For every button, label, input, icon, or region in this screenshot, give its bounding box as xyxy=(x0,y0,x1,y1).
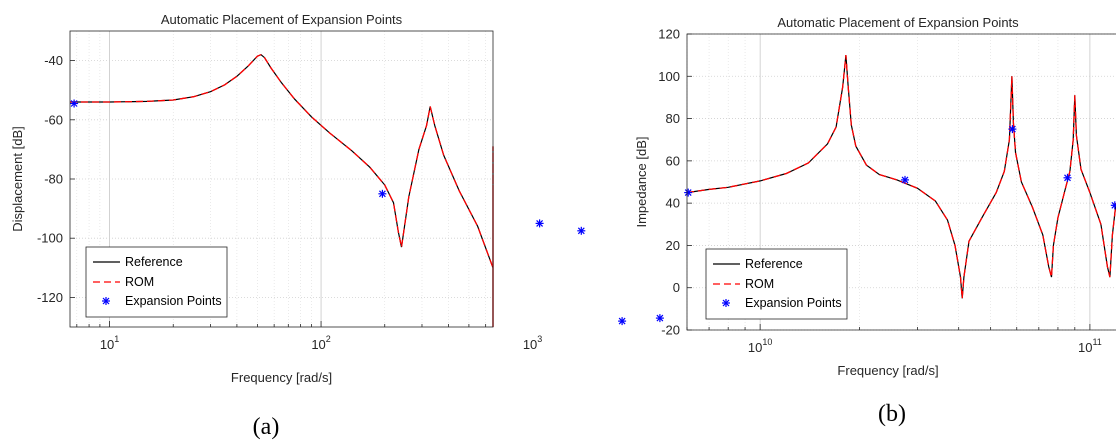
b-y-tick-label: 120 xyxy=(658,27,680,42)
chart-a-title: Automatic Placement of Expansion Points xyxy=(161,12,403,27)
a-y-tick-label: -40 xyxy=(44,53,63,68)
a-x-tick-label: 102 xyxy=(311,334,330,352)
a-expansion-point xyxy=(70,99,79,108)
chart-b-rom-line xyxy=(686,55,1116,299)
a-y-tick-label: -60 xyxy=(44,112,63,127)
chart-b-title: Automatic Placement of Expansion Points xyxy=(777,15,1019,30)
b-x-tick-label: 1010 xyxy=(748,337,772,355)
b-y-tick-label: 80 xyxy=(666,111,680,126)
b-y-tick-label: 20 xyxy=(666,238,680,253)
b-y-tick-label: 40 xyxy=(666,196,680,211)
b-x-tick-label: 1011 xyxy=(1078,337,1102,355)
chart-b-legend: Reference ROM Expansion Points xyxy=(705,248,848,320)
chart-a-grid xyxy=(70,31,493,327)
b-expansion-point xyxy=(684,188,693,197)
b-expansion-point xyxy=(1110,201,1116,210)
chart-b-axes-box xyxy=(686,33,1116,331)
chart-a-legend-rom: ROM xyxy=(125,275,154,289)
b-y-tick-label: 60 xyxy=(666,153,680,168)
chart-b-legend-star-icon xyxy=(722,299,730,307)
b-y-tick-label: 100 xyxy=(658,69,680,84)
a-expansion-point xyxy=(577,226,586,235)
chart-a-ticks: -40 -60 -80 -100 -120 101 102 103 xyxy=(37,53,542,352)
b-expansion-point xyxy=(1063,173,1072,182)
chart-a-x-axis-label: Frequency [rad/s] xyxy=(231,370,332,385)
a-x-tick-label: 103 xyxy=(523,334,542,352)
a-expansion-point xyxy=(378,189,387,198)
a-expansion-point xyxy=(535,219,544,228)
chart-a-expansion-points xyxy=(70,99,706,326)
b-y-tick-label: -20 xyxy=(661,323,680,338)
chart-b-y-axis-label: Impedance [dB] xyxy=(634,136,649,227)
a-x-tick-label: 101 xyxy=(100,334,119,352)
chart-b-legend-reference: Reference xyxy=(745,257,803,271)
a-expansion-point xyxy=(655,314,664,323)
a-y-tick-label: -80 xyxy=(44,172,63,187)
chart-b-legend-rom: ROM xyxy=(745,277,774,291)
chart-a-y-axis-label: Displacement [dB] xyxy=(10,126,25,232)
a-y-tick-label: -120 xyxy=(37,290,63,305)
chart-b-legend-expansion-points: Expansion Points xyxy=(745,296,842,310)
chart-b-expansion-points xyxy=(684,125,1116,210)
chart-a-axes-box xyxy=(69,30,494,328)
chart-a-legend: Reference ROM Expansion Points xyxy=(85,246,228,318)
a-expansion-point xyxy=(618,317,627,326)
caption-a: (a) xyxy=(253,414,280,440)
chart-a-legend-expansion-points: Expansion Points xyxy=(125,294,222,308)
chart-b: -20 0 20 40 60 80 100 120 1010 1011 Automatic Pla… xyxy=(634,15,1116,378)
caption-b: (b) xyxy=(878,401,906,427)
chart-b-ticks: -20 0 20 40 60 80 100 120 1010 1011 xyxy=(658,27,1102,356)
chart-a-legend-star-icon xyxy=(102,297,110,305)
chart-a: -40 -60 -80 -100 -120 101 102 103 Automatic Pla… xyxy=(10,12,706,385)
b-expansion-point xyxy=(901,175,909,184)
chart-a-legend-reference: Reference xyxy=(125,255,183,269)
b-expansion-point xyxy=(1008,125,1017,134)
b-y-tick-label: 0 xyxy=(673,280,680,295)
a-y-tick-label: -100 xyxy=(37,231,63,246)
chart-b-x-axis-label: Frequency [rad/s] xyxy=(837,363,938,378)
